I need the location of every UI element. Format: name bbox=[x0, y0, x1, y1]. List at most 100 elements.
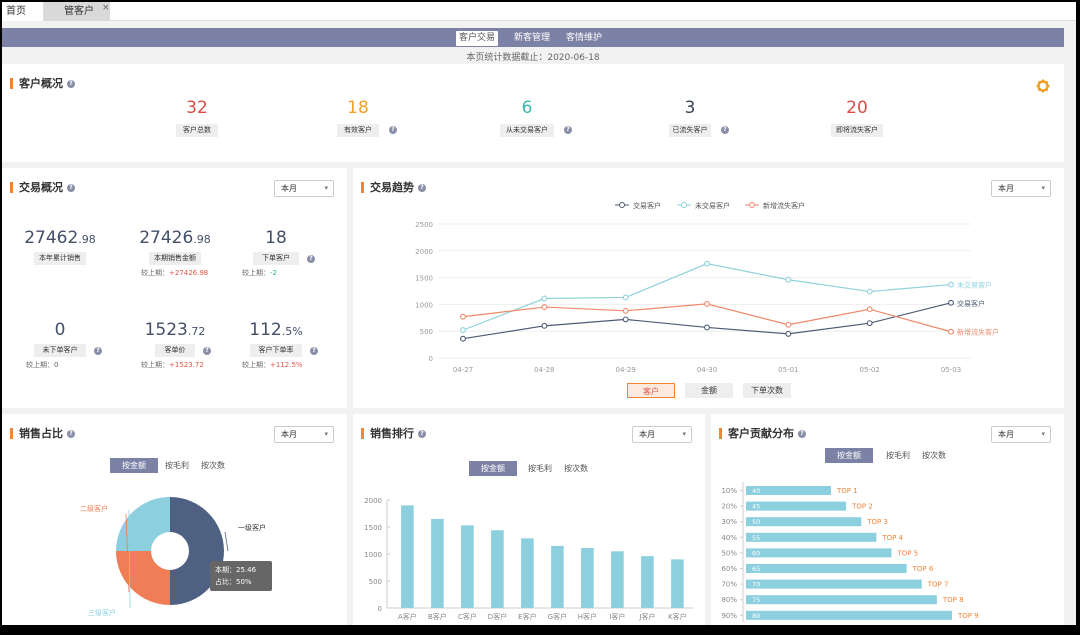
kpi-int: 1523 bbox=[144, 320, 188, 340]
segment-count[interactable]: 按次数 bbox=[201, 461, 225, 470]
card-title-text: 销售占比 bbox=[19, 427, 63, 440]
help-icon[interactable]: ? bbox=[67, 430, 75, 438]
help-icon[interactable]: ? bbox=[564, 126, 572, 134]
period-select[interactable]: 本月 ▾ bbox=[991, 426, 1051, 443]
overview-label: 客户总数 bbox=[176, 124, 218, 137]
sales-rank-card: 销售排行? 本月 ▾ 按金额 按毛利 按次数 0 500 1000 1500 2000 A客… bbox=[353, 414, 705, 625]
bar-value-label: 50 bbox=[752, 518, 760, 526]
y-tick-label: 1500 bbox=[364, 524, 382, 532]
period-select[interactable]: 本月 ▾ bbox=[991, 180, 1051, 197]
card-title: 客户概况? bbox=[10, 78, 75, 89]
overview-value: 6 bbox=[521, 98, 533, 118]
bar bbox=[611, 551, 624, 608]
help-icon[interactable]: ? bbox=[67, 80, 75, 88]
data-point bbox=[948, 299, 954, 306]
y-tick-label: 1000 bbox=[415, 301, 433, 309]
period-select[interactable]: 本月 ▾ bbox=[632, 426, 692, 443]
help-icon[interactable]: ? bbox=[203, 347, 211, 355]
sales-share-card: 销售占比? 本月 ▾ 按金额 按毛利 按次数 一级客户 二级客户 三级客户 本期：25… bbox=[2, 414, 347, 625]
kpi-label: 下单客户 bbox=[253, 252, 299, 265]
bar-rank-label: TOP 7 bbox=[927, 581, 949, 589]
data-point bbox=[541, 304, 548, 311]
kpi-label: 客户下单率 bbox=[250, 344, 302, 357]
help-icon[interactable]: ? bbox=[418, 184, 426, 192]
pie-label: 三级客户 bbox=[88, 608, 116, 617]
y-tick-label: 1000 bbox=[364, 551, 382, 559]
tab-customer[interactable]: 管客户 bbox=[44, 2, 110, 21]
segment-amount[interactable]: 按金额 bbox=[825, 448, 873, 463]
bar bbox=[431, 518, 444, 608]
series-line bbox=[462, 263, 952, 331]
segment-profit[interactable]: 按毛利 bbox=[886, 451, 910, 460]
contribution-chart: 10% 40 TOP 1 20% 45 TOP 2 30% 50 TOP 3 40% 55 TOP 4… bbox=[721, 482, 979, 622]
x-tick-label: B客户 bbox=[428, 612, 447, 621]
nav-tab-new-customer[interactable]: 新客管理 bbox=[513, 33, 550, 43]
kpi-value: 112.5% bbox=[216, 320, 336, 342]
x-tick-label: 04-28 bbox=[534, 366, 554, 374]
bar-rank-label: TOP 1 bbox=[836, 487, 858, 495]
kpi-label: 本期销售金额 bbox=[149, 252, 201, 265]
legend-marker bbox=[681, 202, 687, 208]
metric-button-customer[interactable]: 客户 bbox=[627, 383, 675, 398]
close-icon[interactable]: × bbox=[102, 3, 110, 13]
card-title: 交易趋势? bbox=[361, 182, 426, 193]
bar bbox=[746, 579, 922, 589]
segment-profit[interactable]: 按毛利 bbox=[165, 461, 189, 470]
help-icon[interactable]: ? bbox=[67, 184, 75, 192]
segment-amount[interactable]: 按金额 bbox=[469, 461, 517, 476]
y-tick-label: 2000 bbox=[415, 248, 433, 256]
kpi-dec: .98 bbox=[193, 233, 211, 246]
y-tick-label: 0 bbox=[378, 605, 382, 613]
bar bbox=[641, 556, 654, 608]
bar-value-label: 60 bbox=[752, 549, 760, 557]
kpi-label: 本年累计销售 bbox=[34, 252, 86, 265]
help-icon[interactable]: ? bbox=[418, 430, 426, 438]
bar bbox=[671, 559, 684, 608]
segment-profit[interactable]: 按毛利 bbox=[528, 464, 552, 473]
pie-tooltip: 本期：25.46 占比：50% bbox=[210, 561, 272, 591]
contribution-card: 客户贡献分布? 本月 ▾ 按金额 按毛利 按次数 10% 40 TOP 1 20% 45 T… bbox=[711, 414, 1064, 625]
period-select[interactable]: 本月 ▾ bbox=[274, 180, 334, 197]
settings-icon[interactable] bbox=[1036, 78, 1050, 93]
data-point bbox=[704, 324, 710, 331]
help-icon[interactable]: ? bbox=[94, 347, 102, 355]
segment-count[interactable]: 按次数 bbox=[564, 464, 588, 473]
bar-rank-label: TOP 2 bbox=[851, 503, 873, 511]
nav-tab-trade[interactable]: 客户交易 bbox=[456, 31, 498, 46]
nav-tab-maintenance[interactable]: 客情维护 bbox=[565, 33, 602, 43]
tab-home[interactable]: 首页 bbox=[2, 2, 44, 21]
help-icon[interactable]: ? bbox=[389, 126, 397, 134]
bar bbox=[746, 501, 847, 511]
bar bbox=[746, 548, 892, 558]
segment-amount[interactable]: 按金额 bbox=[110, 458, 158, 473]
tooltip-line: 占比：50% bbox=[215, 578, 252, 586]
window-tab-bar: 首页 管客户 × bbox=[2, 2, 1076, 21]
help-icon[interactable]: ? bbox=[307, 255, 315, 263]
data-point bbox=[622, 307, 629, 314]
overview-value: 3 bbox=[684, 98, 696, 118]
data-point bbox=[704, 300, 710, 307]
segment-count[interactable]: 按次数 bbox=[922, 451, 946, 460]
data-point bbox=[785, 330, 792, 337]
bar-value-label: 70 bbox=[752, 581, 760, 589]
kpi-dec: .72 bbox=[187, 325, 206, 338]
pie-label: 二级客户 bbox=[80, 504, 108, 513]
x-tick-label: H客户 bbox=[578, 612, 597, 621]
period-select[interactable]: 本月 ▾ bbox=[274, 426, 334, 443]
help-icon[interactable]: ? bbox=[798, 430, 806, 438]
y-tick-label: 0 bbox=[429, 355, 433, 363]
series-end-label: 交易客户 bbox=[957, 299, 985, 308]
help-icon[interactable]: ? bbox=[721, 126, 729, 134]
card-title-text: 交易概况 bbox=[19, 181, 63, 194]
data-point bbox=[785, 276, 792, 283]
metric-button-orders[interactable]: 下单次数 bbox=[743, 383, 791, 398]
period-select-value: 本月 bbox=[281, 430, 297, 439]
x-tick-label: A客户 bbox=[398, 612, 417, 621]
kpi-dec: .98 bbox=[78, 233, 96, 246]
help-icon[interactable]: ? bbox=[310, 347, 318, 355]
bar bbox=[581, 548, 594, 608]
label-leader-line bbox=[125, 513, 130, 593]
period-select-value: 本月 bbox=[998, 430, 1014, 439]
metric-button-amount[interactable]: 金额 bbox=[685, 383, 733, 398]
overview-value: 18 bbox=[347, 98, 369, 118]
